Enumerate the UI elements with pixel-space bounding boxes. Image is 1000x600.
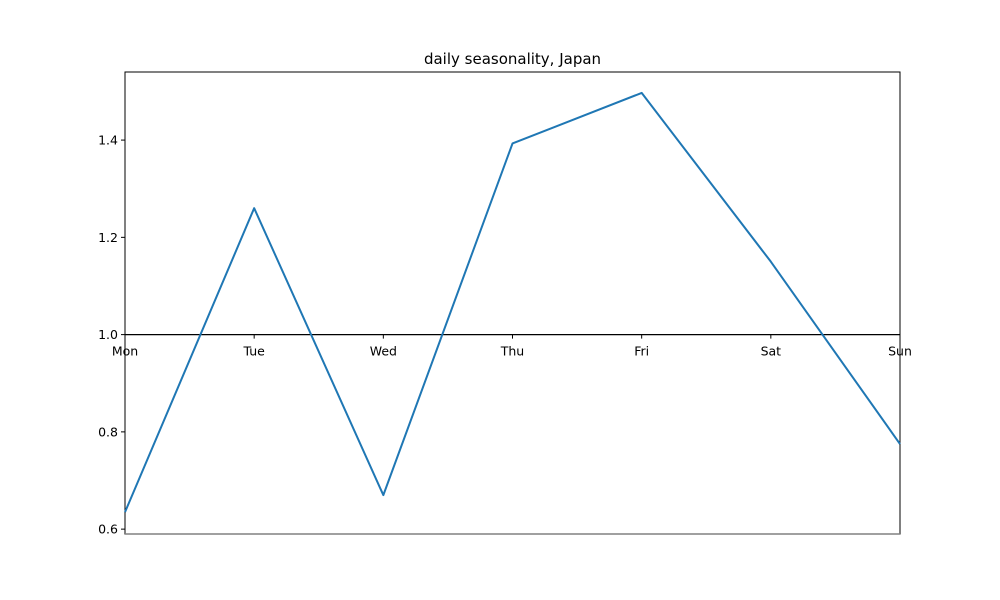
x-tick-label: Mon [112,344,138,359]
plot-frame [124,71,901,535]
x-tick-label: Thu [500,344,524,359]
y-tick-label: 1.2 [98,230,118,245]
y-tick-label: 1.0 [98,327,118,342]
x-tick-label: Fri [634,344,649,359]
x-tick-label: Sat [761,344,782,359]
x-tick-label: Wed [370,344,397,359]
y-tick-label: 0.8 [98,424,118,439]
y-axis: 0.6 0.8 1.0 1.2 1.4 [98,133,125,537]
x-tick-label: Sun [888,344,912,359]
y-tick-label: 0.6 [98,522,118,537]
series-group [124,91,901,513]
series-line [124,91,901,513]
y-tick-label: 1.4 [98,133,118,148]
x-axis: Mon Tue Wed Thu Fri Sat Sun [112,334,912,359]
chart-title: daily seasonality, Japan [424,50,601,68]
x-tick-label: Tue [242,344,265,359]
